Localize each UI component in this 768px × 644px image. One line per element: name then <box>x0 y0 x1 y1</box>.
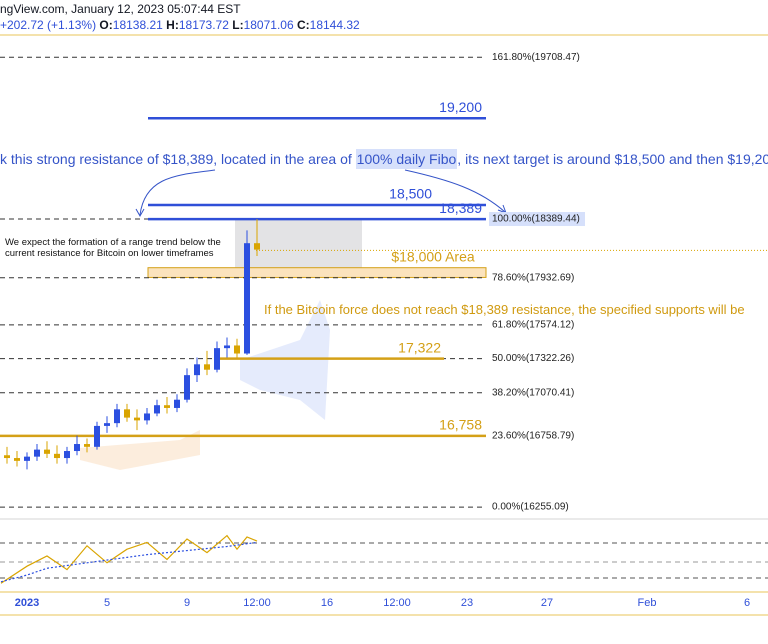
candle-body <box>4 455 10 459</box>
level-label: 17,322 <box>398 339 441 355</box>
text: , its next target is around $18,500 and … <box>457 151 768 167</box>
fib-label: 0.00%(16255.09) <box>492 502 569 513</box>
x-tick-label: 12:00 <box>243 597 271 609</box>
candle-body <box>14 458 20 461</box>
x-tick-label: 23 <box>461 597 473 609</box>
candle-body <box>54 453 60 459</box>
cloud <box>80 430 200 470</box>
level-label: 16,758 <box>439 417 482 433</box>
zone <box>147 267 487 278</box>
candle-body <box>204 364 210 370</box>
candle-body <box>134 417 140 421</box>
fib-label: 78.60%(17932.69) <box>492 272 574 283</box>
candle-body <box>114 409 120 424</box>
fib-highlight <box>489 212 585 227</box>
zone-label: $18,000 Area <box>391 248 475 264</box>
change: +202.72 (+1.13%) <box>0 18 97 32</box>
cloud <box>240 300 330 420</box>
main-annotation: k this strong resistance of $18,389, loc… <box>0 149 768 169</box>
x-tick-label: 2023 <box>15 597 39 609</box>
candle-body <box>94 425 100 447</box>
candle-body <box>194 364 200 376</box>
ohlc-label: O: <box>99 18 113 32</box>
ohlc-label: L: <box>232 18 244 32</box>
arrow <box>139 169 216 216</box>
fib-label: 100.00%(18389.44) <box>492 214 580 225</box>
fib-label: 161.80%(19708.47) <box>492 52 580 63</box>
arrow <box>404 169 506 213</box>
candle-body <box>34 449 40 457</box>
indicator-line <box>0 541 258 583</box>
fib-label: 61.80%(17574.12) <box>492 320 574 331</box>
x-tick-label: 27 <box>541 597 553 609</box>
candle-body <box>214 348 220 370</box>
candle-body <box>24 456 30 461</box>
header-source: ngView.com, January 12, 2023 05:07:44 ES… <box>0 2 241 16</box>
ohlc-value: 18173.72 <box>178 18 229 32</box>
fib-label: 38.20%(17070.41) <box>492 387 574 398</box>
x-tick-label: 5 <box>104 597 110 609</box>
candle-body <box>224 345 230 349</box>
level-label: 18,389 <box>439 200 482 216</box>
level-label: 18,500 <box>389 186 432 202</box>
candle-body <box>144 413 150 421</box>
text: k this strong resistance of $18,389, loc… <box>0 151 356 167</box>
candle-body <box>74 444 80 452</box>
level-label: 19,200 <box>439 99 482 115</box>
candle-body <box>64 451 70 459</box>
ohlc-label: C: <box>296 18 310 32</box>
indicator-line <box>0 534 258 584</box>
ohlc-value: 18071.06 <box>243 18 294 32</box>
candle-body <box>234 345 240 354</box>
fib-label: 50.00%(17322.26) <box>492 353 574 364</box>
ohlc-value: 18138.21 <box>112 18 163 32</box>
candle-body <box>124 409 130 418</box>
candle-body <box>104 423 110 426</box>
note: We expect the formation of a range trend… <box>5 237 221 259</box>
x-tick-label: Feb <box>638 597 657 609</box>
candle-body <box>154 405 160 414</box>
candle-body <box>184 375 190 400</box>
candle-body <box>244 243 250 354</box>
x-tick-label: 16 <box>321 597 333 609</box>
highlight: 100% daily Fibo <box>355 149 458 169</box>
candle-body <box>254 243 260 250</box>
ohlc-label: H: <box>166 18 179 32</box>
candle-body <box>174 399 180 408</box>
ohlc-value: 18144.32 <box>309 18 360 32</box>
arrow-head <box>135 208 145 218</box>
ohlc: O:18138.21 H:18173.72 L:18071.06 C:18144… <box>99 18 359 32</box>
fib-label: 23.60%(16758.79) <box>492 430 574 441</box>
header-quote: +202.72 (+1.13%) O:18138.21 H:18173.72 L… <box>0 18 360 32</box>
warning: If the Bitcoin force does not reach $18,… <box>264 302 745 317</box>
candle-body <box>44 449 50 454</box>
candle-body <box>164 405 170 408</box>
x-tick-label: 9 <box>184 597 190 609</box>
x-tick-label: 12:00 <box>383 597 411 609</box>
candle-body <box>84 444 90 447</box>
x-tick-label: 6 <box>744 597 750 609</box>
